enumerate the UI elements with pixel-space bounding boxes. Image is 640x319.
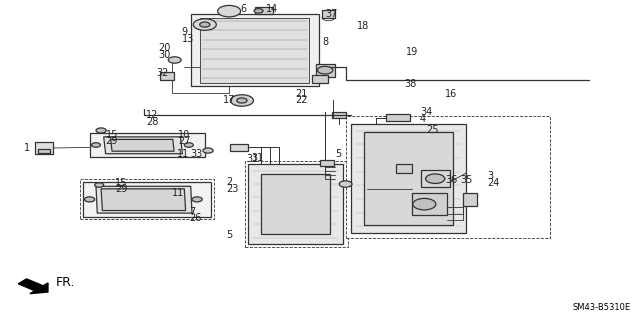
Bar bbox=[412, 193, 447, 215]
Text: 2: 2 bbox=[226, 177, 232, 188]
Text: 12: 12 bbox=[146, 110, 158, 120]
Bar bbox=[160, 72, 174, 80]
Polygon shape bbox=[19, 279, 45, 292]
Text: 4: 4 bbox=[420, 114, 426, 124]
Text: 3: 3 bbox=[488, 171, 494, 181]
Circle shape bbox=[95, 183, 104, 187]
Text: 29: 29 bbox=[115, 184, 127, 195]
Bar bbox=[463, 193, 477, 206]
Text: 10: 10 bbox=[178, 130, 190, 140]
Text: 17: 17 bbox=[223, 95, 235, 105]
Text: 15: 15 bbox=[115, 178, 127, 188]
Text: 20: 20 bbox=[159, 43, 171, 54]
Polygon shape bbox=[322, 10, 335, 18]
Circle shape bbox=[200, 22, 210, 27]
Circle shape bbox=[84, 197, 95, 202]
Circle shape bbox=[168, 57, 181, 63]
Circle shape bbox=[96, 128, 106, 133]
Bar bbox=[346, 116, 550, 238]
Text: 5: 5 bbox=[335, 149, 342, 159]
Circle shape bbox=[92, 143, 100, 147]
Bar bbox=[255, 7, 273, 14]
Text: 6: 6 bbox=[241, 4, 247, 14]
Bar bbox=[35, 142, 53, 154]
Text: 27: 27 bbox=[178, 136, 191, 146]
Text: 19: 19 bbox=[406, 47, 418, 57]
Text: 8: 8 bbox=[323, 37, 329, 47]
Text: 16: 16 bbox=[445, 89, 458, 100]
Text: 34: 34 bbox=[420, 107, 432, 117]
Polygon shape bbox=[351, 124, 466, 233]
Text: 32: 32 bbox=[156, 68, 168, 78]
Bar bbox=[316, 64, 335, 77]
Polygon shape bbox=[248, 164, 343, 244]
Polygon shape bbox=[83, 182, 211, 217]
Text: 31: 31 bbox=[246, 154, 259, 164]
Polygon shape bbox=[261, 174, 330, 234]
Text: 13: 13 bbox=[182, 34, 194, 44]
Bar bbox=[421, 170, 450, 187]
Polygon shape bbox=[96, 186, 192, 213]
Text: 30: 30 bbox=[159, 50, 171, 60]
Bar bbox=[245, 161, 348, 247]
Bar bbox=[386, 114, 410, 121]
Text: 33: 33 bbox=[191, 149, 203, 159]
Bar bbox=[320, 160, 334, 166]
Bar bbox=[200, 18, 309, 83]
Text: 21: 21 bbox=[296, 89, 308, 99]
Text: FR.: FR. bbox=[56, 276, 75, 289]
Circle shape bbox=[237, 98, 247, 103]
Text: SM43-B5310E: SM43-B5310E bbox=[572, 303, 630, 312]
Text: 23: 23 bbox=[226, 184, 238, 194]
Text: 14: 14 bbox=[266, 4, 278, 14]
Text: 22: 22 bbox=[296, 95, 308, 105]
Text: 1: 1 bbox=[24, 143, 31, 153]
Text: 18: 18 bbox=[357, 21, 369, 31]
Text: 11: 11 bbox=[177, 149, 189, 159]
Circle shape bbox=[203, 148, 213, 153]
Circle shape bbox=[193, 19, 216, 30]
Circle shape bbox=[230, 95, 253, 106]
Polygon shape bbox=[111, 139, 174, 151]
Circle shape bbox=[426, 174, 445, 183]
Text: 5: 5 bbox=[226, 230, 232, 241]
Text: 11: 11 bbox=[172, 188, 184, 198]
Text: 15: 15 bbox=[106, 130, 118, 140]
Text: 9: 9 bbox=[182, 27, 188, 37]
Circle shape bbox=[339, 181, 352, 187]
Circle shape bbox=[184, 143, 193, 147]
Circle shape bbox=[413, 198, 436, 210]
Text: 31: 31 bbox=[251, 153, 263, 163]
Text: 35: 35 bbox=[461, 175, 473, 185]
Polygon shape bbox=[101, 189, 186, 211]
Polygon shape bbox=[80, 179, 214, 219]
Text: 36: 36 bbox=[445, 175, 458, 185]
Circle shape bbox=[218, 5, 241, 17]
Polygon shape bbox=[30, 283, 48, 294]
Text: 37: 37 bbox=[325, 9, 337, 19]
Circle shape bbox=[317, 66, 333, 74]
Bar bbox=[332, 112, 346, 118]
Bar bbox=[396, 164, 412, 173]
Text: 38: 38 bbox=[404, 79, 417, 89]
Text: 29: 29 bbox=[106, 136, 118, 146]
Text: 25: 25 bbox=[426, 124, 439, 135]
Circle shape bbox=[254, 9, 263, 13]
Text: 28: 28 bbox=[146, 117, 158, 127]
Text: 26: 26 bbox=[189, 213, 201, 223]
Polygon shape bbox=[364, 132, 453, 225]
Text: 7: 7 bbox=[189, 207, 195, 217]
Polygon shape bbox=[104, 137, 182, 154]
Bar bbox=[38, 149, 50, 153]
Circle shape bbox=[192, 197, 202, 202]
Bar bbox=[230, 144, 248, 151]
Text: 24: 24 bbox=[488, 178, 500, 188]
Bar bbox=[191, 14, 319, 86]
Polygon shape bbox=[90, 133, 205, 157]
Bar bbox=[312, 75, 328, 83]
